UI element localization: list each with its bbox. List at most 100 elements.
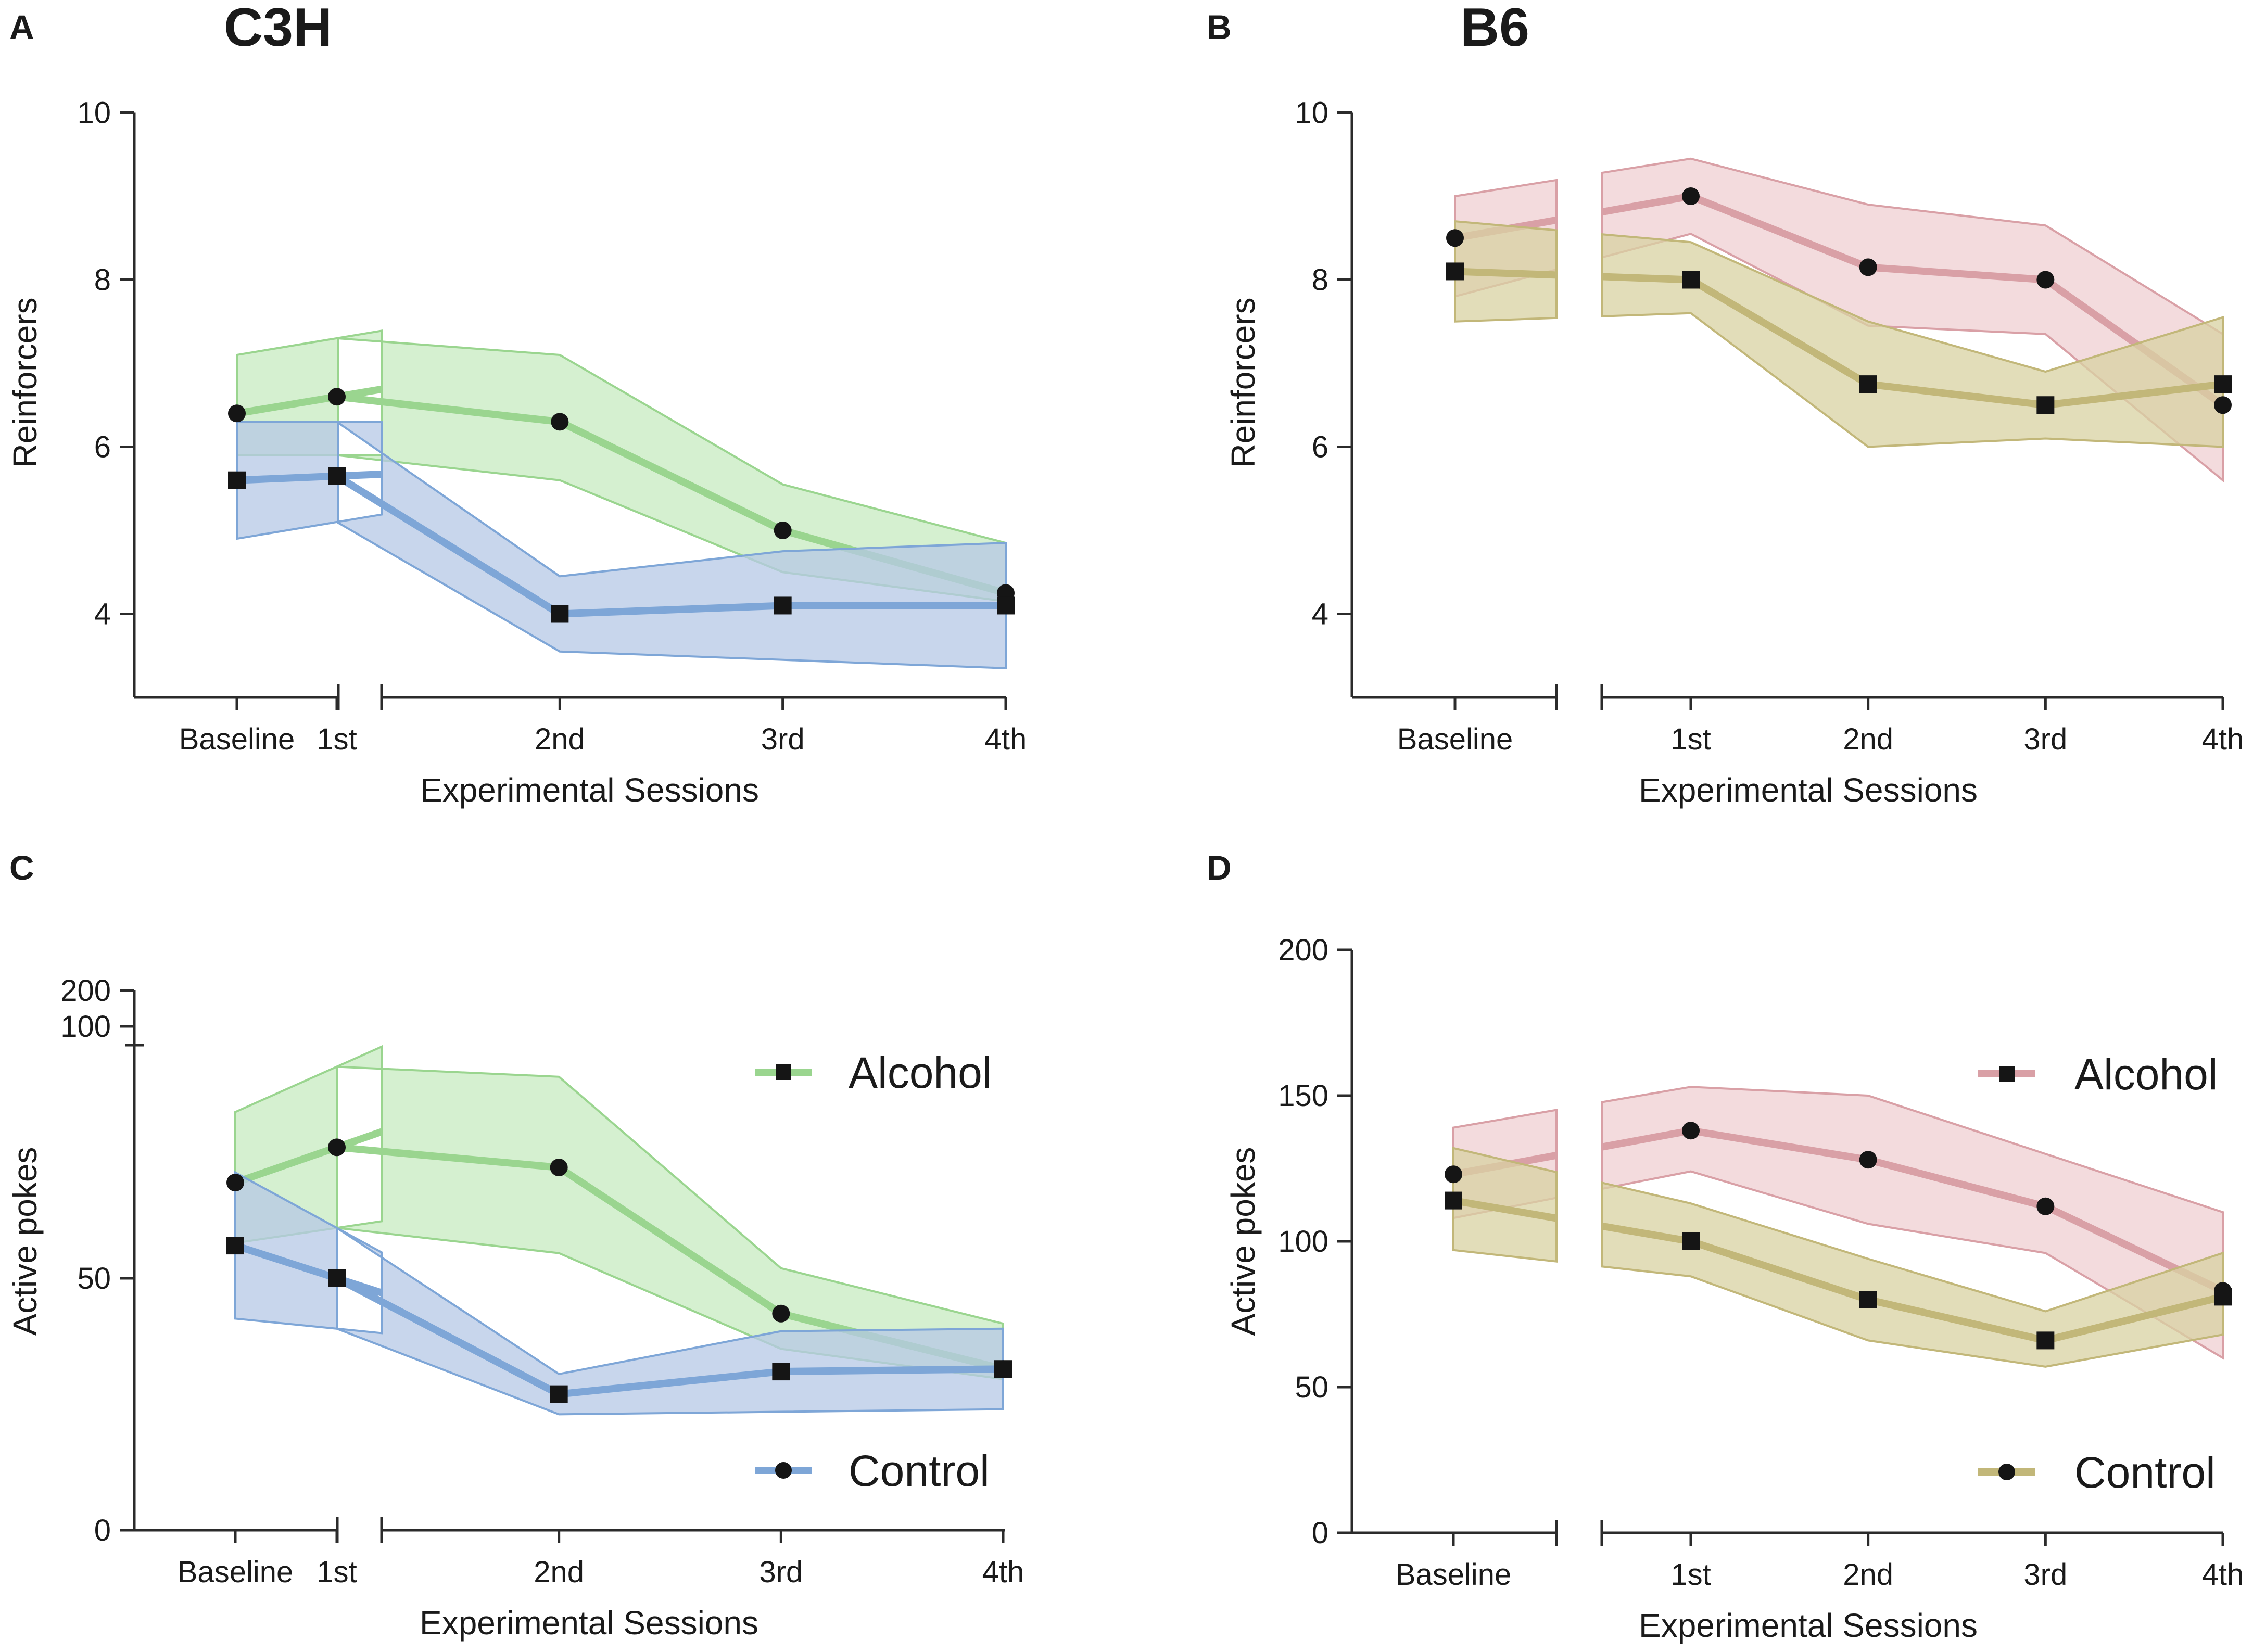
chart-panel-b: 4 6 8 10 Baseline 1st 2nd 3rd 4th Experimental Se… xyxy=(1224,96,2244,809)
point-control-baseline xyxy=(1446,262,1464,281)
x-tick-label-2nd: 2nd xyxy=(535,722,585,756)
band-sessions-control xyxy=(1601,1181,2224,1368)
point-control-4th xyxy=(997,596,1015,615)
y-tick-label-200: 200 xyxy=(60,974,111,1008)
point-alcohol-3rd xyxy=(774,522,792,539)
point-control-1st xyxy=(328,1269,346,1287)
point-control-4th xyxy=(2214,375,2232,393)
point-control-3rd xyxy=(2036,396,2055,414)
point-alcohol-baseline xyxy=(228,404,246,423)
panel-letter-a: A xyxy=(9,8,34,46)
chart-panel-d: 0 50 100 150 200 Baseline 1st 2nd 3rd 4th Experime… xyxy=(1224,933,2244,1644)
x-tick-label-1st: 1st xyxy=(1670,1558,1711,1592)
x-tick-label-2nd: 2nd xyxy=(1843,1558,1893,1592)
panel-letter-d: D xyxy=(1207,848,1232,887)
legend-square-marker xyxy=(1999,1066,2015,1082)
point-control-baseline xyxy=(1445,1191,1462,1210)
panel-letter-b: B xyxy=(1207,8,1232,46)
band-sessions-control xyxy=(1601,233,2224,448)
panel-headers: A C3H B B6 C D xyxy=(9,0,1529,887)
point-control-3rd xyxy=(2036,1331,2055,1350)
x-tick-label-3rd: 3rd xyxy=(2023,722,2067,756)
x-tick-label-4th: 4th xyxy=(985,722,1027,756)
point-alcohol-3rd xyxy=(2036,271,2055,289)
y-tick-label-4: 4 xyxy=(1312,598,1328,631)
point-control-2nd xyxy=(1859,1291,1877,1308)
x-axis-title: Experimental Sessions xyxy=(420,771,759,809)
y-axis-title: Reinforcers xyxy=(1224,297,1262,467)
y-tick-label-10: 10 xyxy=(1295,96,1328,130)
x-tick-label-1st: 1st xyxy=(1670,722,1711,756)
y-tick-label-0: 0 xyxy=(1312,1516,1328,1550)
point-control-3rd xyxy=(772,1363,790,1381)
legend: Alcohol Control xyxy=(755,1048,992,1495)
x-tick-label-3rd: 3rd xyxy=(759,1555,803,1589)
point-control-baseline xyxy=(226,1237,244,1255)
point-control-1st xyxy=(328,467,346,485)
y-axis-title: Active pokes xyxy=(6,1147,44,1336)
point-control-3rd xyxy=(774,596,792,615)
y-tick-label-50: 50 xyxy=(77,1262,111,1295)
point-alcohol-baseline xyxy=(1446,229,1464,247)
axes xyxy=(120,111,1007,710)
x-tick-label-3rd: 3rd xyxy=(2023,1558,2067,1592)
x-axis-title: Experimental Sessions xyxy=(420,1604,758,1642)
strain-title-c3h: C3H xyxy=(224,0,332,58)
point-alcohol-2nd xyxy=(551,413,569,431)
charts: 4 6 8 10 Baseline 1st 2nd 3rd 4th Experimental Se… xyxy=(6,96,2244,1645)
x-tick-label-2nd: 2nd xyxy=(1843,722,1893,756)
series-control xyxy=(234,1171,1004,1416)
point-alcohol-3rd xyxy=(772,1304,790,1323)
x-axis-title: Experimental Sessions xyxy=(1639,771,1978,809)
point-control-2nd xyxy=(550,1385,568,1403)
point-control-2nd xyxy=(551,605,569,623)
y-tick-label-100: 100 xyxy=(1278,1225,1328,1259)
line-baseline-alcohol xyxy=(236,392,339,417)
axes xyxy=(120,989,1005,1543)
x-tick-label-4th: 4th xyxy=(2202,1558,2244,1592)
x-tick-label-1st: 1st xyxy=(317,722,357,756)
x-axis-title: Experimental Sessions xyxy=(1639,1607,1978,1644)
line-baseline-control xyxy=(1454,268,1557,279)
legend-label-alcohol: Alcohol xyxy=(2074,1050,2218,1099)
y-tick-label-6: 6 xyxy=(1312,430,1328,464)
y-tick-label-50: 50 xyxy=(1295,1370,1328,1404)
point-alcohol-3rd xyxy=(2036,1197,2055,1215)
y-tick-label-150: 150 xyxy=(1278,1079,1328,1113)
x-tick-label-4th: 4th xyxy=(2202,722,2244,756)
point-alcohol-2nd xyxy=(550,1159,568,1177)
point-alcohol-1st xyxy=(1682,187,1700,205)
y-axis-title: Active pokes xyxy=(1224,1147,1262,1336)
x-tick-label-baseline: Baseline xyxy=(1396,1558,1511,1592)
panel-letter-c: C xyxy=(9,848,34,887)
point-control-baseline xyxy=(228,471,246,489)
legend-item-alcohol: Alcohol xyxy=(1978,1050,2218,1099)
legend-label-alcohol: Alcohol xyxy=(849,1048,992,1097)
legend-circle-marker xyxy=(775,1462,792,1479)
y-tick-label-8: 8 xyxy=(1312,263,1328,297)
line-baseline-control xyxy=(1452,1197,1558,1222)
point-alcohol-baseline xyxy=(226,1174,244,1192)
legend-label-control: Control xyxy=(2074,1448,2216,1497)
point-control-1st xyxy=(1682,271,1700,289)
x-tick-label-2nd: 2nd xyxy=(534,1555,584,1589)
y-tick-label-6: 6 xyxy=(94,430,111,464)
y-axis-title: Reinforcers xyxy=(6,297,44,467)
y-tick-label-100: 100 xyxy=(60,1010,111,1044)
band-baseline-control xyxy=(1452,1147,1558,1263)
point-alcohol-baseline xyxy=(1445,1165,1462,1184)
point-alcohol-2nd xyxy=(1859,1151,1877,1169)
legend: Alcohol Control xyxy=(1978,1050,2218,1497)
x-tick-label-1st: 1st xyxy=(317,1555,357,1589)
x-tick-label-3rd: 3rd xyxy=(761,722,805,756)
point-control-1st xyxy=(1682,1232,1700,1250)
point-control-2nd xyxy=(1859,375,1877,393)
legend-label-control: Control xyxy=(849,1446,990,1495)
chart-panel-a: 4 6 8 10 Baseline 1st 2nd 3rd 4th Experimental Se… xyxy=(6,96,1027,809)
x-tick-label-baseline: Baseline xyxy=(1397,722,1513,756)
point-alcohol-2nd xyxy=(1859,258,1877,276)
x-tick-label-4th: 4th xyxy=(982,1555,1024,1589)
